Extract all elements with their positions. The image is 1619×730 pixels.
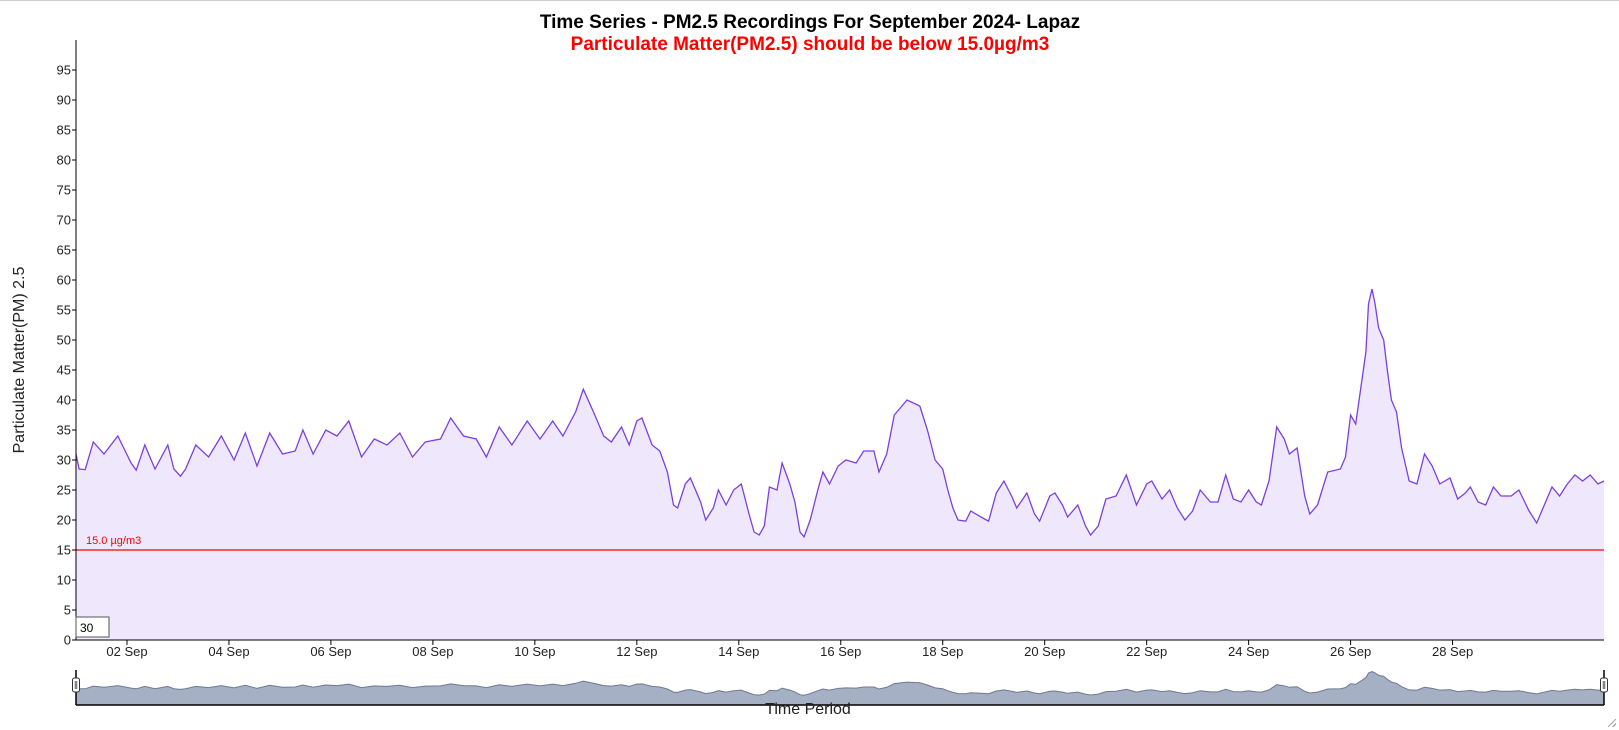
resize-handle[interactable] [1608,719,1616,727]
x-tick-label: 04 Sep [208,644,249,659]
y-axis-ticks: 0 5 10 15 20 25 30 35 40 45 50 55 60 65 70 75 80 85 90 95 [57,63,76,648]
y-tick-label: 80 [57,153,71,168]
y-tick-label: 5 [64,603,71,618]
y-tick-label: 50 [57,333,71,348]
y-axis-label: Particulate Matter(PM) 2.5 [11,267,28,454]
y-tick-label: 85 [57,123,71,138]
plot-area: 15.0 µg/m3 [75,40,1605,641]
navigator-left-handle[interactable] [72,677,80,693]
y-tick-label: 75 [57,183,71,198]
x-tick-label: 10 Sep [514,644,555,659]
y-tick-label: 55 [57,303,71,318]
y-tick-label: 95 [57,63,71,78]
series-line [75,288,1605,539]
x-tick-label: 06 Sep [310,644,351,659]
x-tick-label: 16 Sep [820,644,861,659]
chart-subtitle: Particulate Matter(PM2.5) should be belo… [571,34,1050,55]
top-border [0,0,1619,1]
x-tick-label: 22 Sep [1126,644,1167,659]
x-tick-label: 24 Sep [1228,644,1269,659]
y-tick-label: 45 [57,363,71,378]
series-area-fill [76,289,1604,640]
y-tick-label: 60 [57,273,71,288]
y-tick-label: 65 [57,243,71,258]
rolling-window-value: 30 [80,621,94,635]
y-tick-label: 70 [57,213,71,228]
x-tick-label: 14 Sep [718,644,759,659]
y-tick-label: 30 [57,453,71,468]
x-axis-ticks: 02 Sep 04 Sep 06 Sep 08 Sep 10 Sep 12 Sep 14 S… [106,640,1473,659]
navigator-line [75,671,1605,696]
x-axis-label: Time Period [765,701,851,718]
y-tick-label: 10 [57,573,71,588]
y-tick-label: 35 [57,423,71,438]
x-tick-label: 08 Sep [412,644,453,659]
y-tick-label: 0 [64,633,71,648]
x-tick-label: 28 Sep [1432,644,1473,659]
x-tick-label: 12 Sep [616,644,657,659]
x-tick-label: 20 Sep [1024,644,1065,659]
x-tick-label: 18 Sep [922,644,963,659]
y-tick-label: 25 [57,483,71,498]
y-tick-label: 15 [57,543,71,558]
threshold-label: 15.0 µg/m3 [86,535,141,547]
y-tick-label: 20 [57,513,71,528]
navigator-right-handle[interactable] [1600,677,1608,693]
y-tick-label: 40 [57,393,71,408]
rolling-window-input[interactable]: 30 [75,616,110,638]
chart-title: Time Series - PM2.5 Recordings For Septe… [540,12,1080,33]
range-navigator[interactable] [72,665,1608,706]
x-tick-label: 26 Sep [1330,644,1371,659]
x-tick-label: 02 Sep [106,644,147,659]
y-tick-label: 90 [57,93,71,108]
